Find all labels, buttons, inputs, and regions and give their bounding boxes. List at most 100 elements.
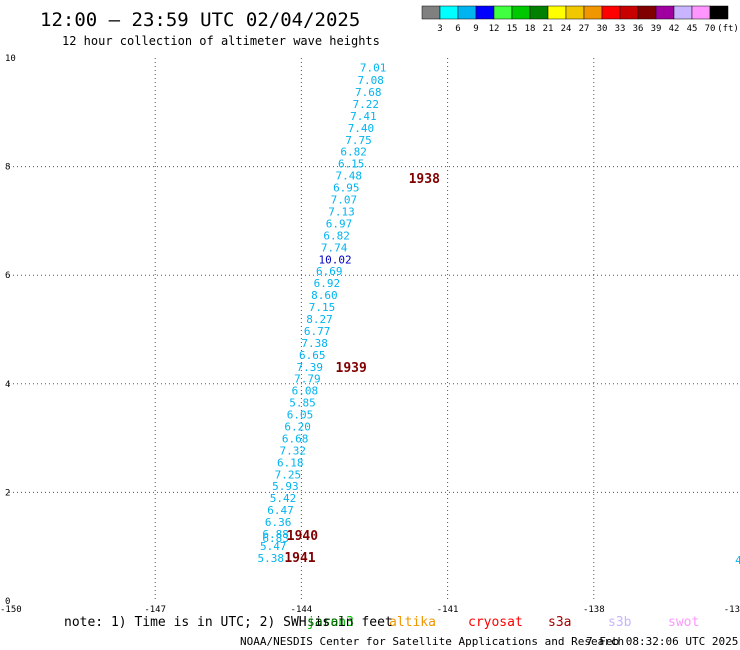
wave-height-label: 5.93 <box>272 480 299 493</box>
satellite-legend-item: s3a <box>548 615 571 630</box>
wave-height-label: 7.38 <box>301 337 328 350</box>
color-scale-swatch <box>439 5 459 20</box>
wave-height-label: 6.65 <box>299 349 326 362</box>
wave-height-label: 7.41 <box>350 110 377 123</box>
color-scale-swatch <box>421 5 441 20</box>
color-scale-label: 3 <box>437 24 442 34</box>
x-tick-label: -138 <box>583 605 605 615</box>
satellite-legend-item: jason3 <box>307 615 354 630</box>
wave-height-label: 7.79 <box>294 373 321 386</box>
wave-height-label: 7.01 <box>360 62 387 75</box>
color-scale-swatch <box>493 5 513 20</box>
x-tick-label: -144 <box>291 605 313 615</box>
satellite-legend-item: altika <box>389 615 436 630</box>
wave-height-label: 8.27 <box>306 313 333 326</box>
color-scale-swatch <box>673 5 693 20</box>
color-scale-label: 21 <box>543 24 554 34</box>
pass-id-label: 1939 <box>336 361 367 376</box>
wave-height-label: 6.18 <box>277 456 304 469</box>
color-scale-label: 27 <box>579 24 590 34</box>
y-tick-label: 2 <box>5 488 10 498</box>
wave-height-label: 6.82 <box>323 229 350 242</box>
wave-height-label: 6.08 <box>292 385 319 398</box>
color-scale-swatch <box>601 5 621 20</box>
wave-height-label: 8.60 <box>311 289 338 302</box>
color-scale-label: 33 <box>615 24 626 34</box>
wave-height-label: 7.75 <box>345 134 372 147</box>
color-scale-swatch <box>475 5 495 20</box>
plot-area <box>9 58 740 601</box>
color-scale-legend: 3 6 9 12 15 18 21 24 27 30 33 36 39 42 45 70 (ft) <box>421 5 739 34</box>
color-scale-label: 39 <box>651 24 662 34</box>
wave-height-label: 4.63 <box>735 554 740 567</box>
color-scale-swatch <box>691 5 711 20</box>
y-tick-label: 10 <box>5 54 16 64</box>
color-scale-label: 18 <box>525 24 536 34</box>
footer-note: note: 1) Time is in UTC; 2) SWH is in fe… <box>64 615 393 630</box>
x-tick-label: -13 <box>724 605 740 615</box>
wave-height-label: 6.05 <box>287 409 314 422</box>
wave-height-label: 6.20 <box>284 420 311 433</box>
wave-height-label: 7.13 <box>328 205 355 218</box>
color-scale-label: 15 <box>507 24 518 34</box>
wave-height-label: 6.36 <box>265 516 292 529</box>
color-scale-label: 70 <box>705 24 716 34</box>
satellite-legend-item: saral <box>307 615 346 630</box>
color-scale-swatch <box>583 5 603 20</box>
color-scale-swatch <box>529 5 549 20</box>
wave-height-label: 6.88 <box>262 528 289 541</box>
wave-height-label: 5.47 <box>260 540 287 553</box>
color-scale-label: 9 <box>473 24 478 34</box>
pass-id-label: 1941 <box>284 551 315 566</box>
color-scale-swatch <box>457 5 477 20</box>
color-scale-label: 30 <box>597 24 608 34</box>
wave-height-label: 5.42 <box>270 492 297 505</box>
color-scale-swatch <box>709 5 729 20</box>
color-scale-label: 42 <box>669 24 680 34</box>
wave-height-label: 6.69 <box>316 265 343 278</box>
y-tick-label: 6 <box>5 271 10 281</box>
wave-height-label: 6.83 <box>262 532 289 545</box>
grid-lines <box>9 58 740 601</box>
chart-subtitle: 12 hour collection of altimeter wave hei… <box>62 34 380 48</box>
wave-height-label: 6.47 <box>267 504 294 517</box>
color-scale-label: 12 <box>489 24 500 34</box>
wave-height-label: 6.97 <box>326 217 353 230</box>
wave-height-label: 10.02 <box>318 253 351 266</box>
x-tick-label: -150 <box>0 605 22 615</box>
color-scale-label: 6 <box>455 24 460 34</box>
color-scale-label: 36 <box>633 24 644 34</box>
color-scale-unit: (ft) <box>717 24 739 34</box>
satellite-legend-item: swot <box>668 615 699 630</box>
wave-height-label: 7.08 <box>357 74 384 87</box>
color-scale-swatch <box>619 5 639 20</box>
data-labels: 7.017.087.687.227.417.407.756.826.157.48… <box>258 62 740 568</box>
wave-height-label: 7.25 <box>275 468 302 481</box>
satellite-legend-item: cryosat <box>468 615 523 630</box>
color-scale-swatch <box>565 5 585 20</box>
color-scale-swatch <box>547 5 567 20</box>
color-scale-swatch <box>637 5 657 20</box>
satellite-legend-item: s3b <box>608 615 632 630</box>
color-scale-label: 24 <box>561 24 572 34</box>
wave-height-label: 5.38 <box>258 552 285 565</box>
wave-height-label: 7.22 <box>353 98 380 111</box>
pass-id-label: 1940 <box>287 529 318 544</box>
wave-height-label: 7.68 <box>355 86 382 99</box>
wave-height-label: 6.15 <box>338 158 365 171</box>
wave-height-label: 7.15 <box>309 301 336 314</box>
wave-height-label: 7.74 <box>321 241 348 254</box>
wave-height-label: 6.95 <box>333 182 360 195</box>
wave-height-label: 7.40 <box>348 122 375 135</box>
color-scale-swatch <box>655 5 675 20</box>
wave-height-label: 7.07 <box>331 194 358 207</box>
y-tick-label: 0 <box>5 597 10 607</box>
wave-height-label: 5.85 <box>289 397 316 410</box>
wave-height-label: 6.77 <box>304 325 331 338</box>
wave-height-label: 7.39 <box>297 361 324 374</box>
wave-height-label: 7.32 <box>279 444 306 457</box>
y-tick-label: 8 <box>5 163 10 173</box>
wave-height-label: 6.92 <box>314 277 341 290</box>
color-scale-swatch <box>511 5 531 20</box>
